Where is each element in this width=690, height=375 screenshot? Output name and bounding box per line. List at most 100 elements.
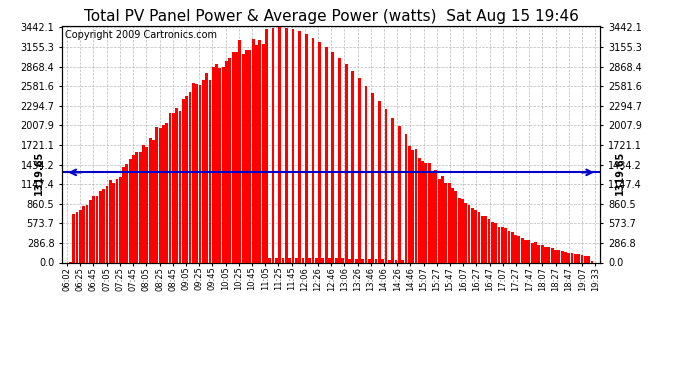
Bar — [328, 258, 331, 262]
Bar — [272, 28, 275, 262]
Bar — [92, 196, 95, 262]
Bar — [554, 250, 557, 262]
Bar — [192, 84, 195, 262]
Bar — [587, 256, 590, 262]
Bar — [219, 69, 221, 262]
Bar — [378, 101, 381, 262]
Title: Total PV Panel Power & Average Power (watts)  Sat Aug 15 19:46: Total PV Panel Power & Average Power (wa… — [83, 9, 579, 24]
Bar — [132, 154, 135, 262]
Bar — [547, 247, 550, 262]
Bar — [395, 260, 397, 262]
Bar — [365, 86, 368, 262]
Text: 1319.65: 1319.65 — [34, 150, 44, 195]
Bar — [72, 214, 75, 262]
Bar — [318, 42, 321, 262]
Bar — [461, 199, 464, 262]
Bar — [431, 172, 434, 262]
Bar — [325, 46, 328, 262]
Bar — [342, 258, 344, 262]
Bar — [232, 52, 235, 262]
Bar — [311, 38, 315, 262]
Bar — [172, 113, 175, 262]
Bar — [508, 231, 511, 262]
Bar — [338, 58, 341, 262]
Bar — [571, 253, 573, 262]
Bar — [188, 92, 191, 262]
Bar — [444, 183, 447, 262]
Bar — [146, 147, 148, 262]
Bar — [418, 158, 421, 262]
Bar — [225, 62, 228, 262]
Bar — [239, 40, 241, 262]
Bar — [524, 240, 527, 262]
Bar — [122, 167, 125, 262]
Bar — [208, 80, 211, 262]
Bar — [411, 150, 414, 262]
Bar — [368, 259, 371, 262]
Text: Copyright 2009 Cartronics.com: Copyright 2009 Cartronics.com — [65, 30, 217, 40]
Bar — [451, 188, 454, 262]
Bar — [76, 212, 79, 262]
Bar — [384, 110, 387, 262]
Bar — [162, 125, 165, 262]
Bar — [531, 243, 533, 262]
Bar — [494, 223, 497, 262]
Bar — [248, 50, 251, 262]
Bar — [149, 138, 152, 262]
Bar — [166, 123, 168, 262]
Bar — [89, 200, 92, 262]
Bar — [96, 196, 99, 262]
Bar — [241, 54, 244, 262]
Bar — [252, 39, 255, 262]
Bar — [155, 127, 158, 262]
Bar — [212, 67, 215, 262]
Bar — [285, 28, 288, 262]
Bar — [514, 235, 517, 262]
Bar — [258, 40, 262, 262]
Bar — [135, 152, 138, 262]
Bar — [262, 44, 264, 262]
Bar — [186, 96, 188, 262]
Bar — [298, 32, 301, 262]
Bar — [126, 164, 128, 262]
Bar — [551, 248, 553, 262]
Bar — [584, 256, 586, 262]
Bar — [295, 258, 297, 262]
Bar — [518, 236, 520, 262]
Bar — [504, 228, 507, 262]
Bar — [139, 152, 141, 262]
Bar — [401, 260, 404, 262]
Bar — [541, 245, 544, 262]
Bar — [437, 179, 441, 262]
Bar — [457, 198, 460, 262]
Bar — [102, 189, 105, 262]
Bar — [424, 163, 427, 262]
Bar — [142, 145, 145, 262]
Bar — [268, 258, 271, 262]
Bar — [82, 206, 85, 262]
Bar — [408, 146, 411, 262]
Bar — [202, 80, 205, 262]
Bar — [355, 259, 357, 262]
Bar — [179, 111, 181, 262]
Bar — [391, 117, 394, 262]
Bar — [215, 64, 218, 262]
Bar — [388, 260, 391, 262]
Bar — [168, 113, 172, 262]
Bar — [152, 140, 155, 262]
Bar — [511, 232, 513, 262]
Bar — [371, 93, 374, 262]
Bar — [538, 245, 540, 262]
Bar — [561, 251, 564, 262]
Bar — [112, 183, 115, 262]
Bar — [574, 254, 577, 262]
Bar — [109, 180, 112, 262]
Bar — [278, 27, 281, 262]
Bar — [501, 227, 504, 262]
Bar — [544, 247, 547, 262]
Bar — [488, 219, 491, 262]
Bar — [578, 254, 580, 262]
Bar — [481, 216, 484, 262]
Bar — [315, 258, 317, 262]
Text: 1319.65: 1319.65 — [615, 150, 625, 195]
